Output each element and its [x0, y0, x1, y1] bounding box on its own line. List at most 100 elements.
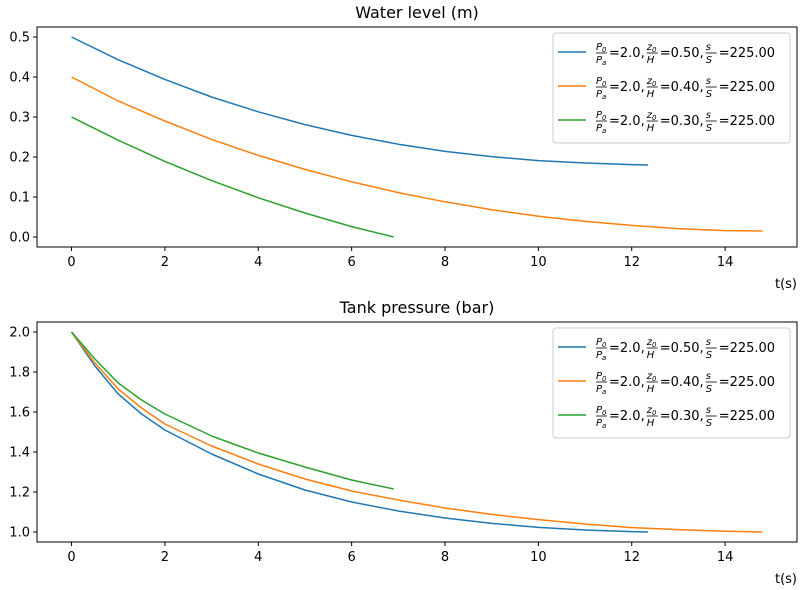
z-ratio-numerator: z0 — [646, 337, 657, 349]
series-line-3 — [71, 116, 394, 238]
z-ratio-fraction: z0H — [646, 337, 658, 361]
z-ratio-denominator: H — [647, 55, 655, 66]
subplot-tank-pressure: Tank pressure (bar) 0 2 4 6 8 10 12 14 1.0 1.2 1.4 1… — [9, 298, 798, 587]
s-ratio-fraction: sS — [705, 76, 717, 100]
p-ratio-numerator: P0 — [596, 405, 607, 417]
y-tick-label: 1.4 — [9, 446, 30, 461]
y-tick-label: 1.8 — [9, 366, 30, 381]
p-ratio-numerator: P0 — [596, 110, 607, 122]
z-ratio-fraction: z0H — [646, 42, 658, 66]
series-line-2 — [70, 331, 763, 533]
z-ratio-denominator: H — [647, 350, 655, 361]
x-tick-label: 2 — [161, 550, 169, 565]
x-tick-label: 14 — [717, 550, 734, 565]
p-ratio-numerator: P0 — [596, 371, 607, 383]
s-ratio-fraction: sS — [705, 42, 717, 66]
x-axis-label: t(s) — [775, 277, 797, 292]
z-ratio-fraction: z0H — [646, 76, 658, 100]
axes-frame — [36, 321, 798, 543]
s-ratio-numerator: s — [706, 371, 711, 382]
p-ratio-denominator: Pa — [596, 89, 606, 101]
z-ratio-numerator: z0 — [646, 42, 657, 54]
s-ratio-fraction: sS — [705, 337, 717, 361]
p-ratio-denominator: Pa — [596, 350, 606, 362]
z-ratio-value: =0.50, — [660, 46, 704, 61]
s-ratio-denominator: S — [706, 89, 713, 100]
p-ratio-numerator: P0 — [596, 76, 607, 88]
s-ratio-fraction: sS — [705, 110, 717, 134]
y-tick-label: 1.2 — [9, 486, 30, 501]
s-ratio-denominator: S — [706, 55, 713, 66]
y-tick-label: 0.0 — [9, 231, 30, 246]
p-ratio-value: =2.0, — [609, 409, 645, 424]
chart-title: Tank pressure (bar) — [339, 298, 495, 317]
y-tick-label: 1.0 — [9, 526, 30, 541]
x-tick-label: 8 — [441, 255, 449, 270]
x-tick-label: 12 — [623, 550, 640, 565]
z-ratio-denominator: H — [647, 123, 655, 134]
x-tick-label: 2 — [161, 255, 169, 270]
z-ratio-value: =0.30, — [660, 409, 704, 424]
x-tick-label: 10 — [530, 550, 547, 565]
p-ratio-denominator: Pa — [596, 123, 606, 135]
p-ratio-denominator: Pa — [596, 55, 606, 67]
legend-box — [552, 32, 791, 144]
z-ratio-denominator: H — [647, 89, 655, 100]
p-ratio-value: =2.0, — [609, 46, 645, 61]
z-ratio-numerator: z0 — [646, 110, 657, 122]
s-ratio-value: =225.00 — [719, 375, 775, 390]
y-tick-label: 0.2 — [9, 151, 30, 166]
z-ratio-fraction: z0H — [646, 405, 658, 429]
s-ratio-denominator: S — [706, 418, 713, 429]
s-ratio-numerator: s — [706, 337, 711, 348]
x-tick-label: 8 — [441, 550, 449, 565]
y-tick-label: 0.4 — [9, 71, 30, 86]
axes-frame — [36, 26, 798, 248]
z-ratio-fraction: z0H — [646, 371, 658, 395]
series-line-3 — [70, 331, 394, 490]
series-line-1 — [71, 36, 649, 166]
s-ratio-denominator: S — [706, 123, 713, 134]
x-tick-label: 12 — [623, 255, 640, 270]
z-ratio-value: =0.40, — [660, 375, 704, 390]
p-ratio-denominator: Pa — [596, 418, 606, 430]
y-tick-label: 0.3 — [9, 111, 30, 126]
z-ratio-fraction: z0H — [646, 110, 658, 134]
x-tick-label: 14 — [717, 255, 734, 270]
s-ratio-value: =225.00 — [719, 46, 775, 61]
s-ratio-value: =225.00 — [719, 409, 775, 424]
s-ratio-fraction: sS — [705, 405, 717, 429]
p-ratio-numerator: P0 — [596, 337, 607, 349]
p-ratio-denominator: Pa — [596, 384, 606, 396]
p-ratio-value: =2.0, — [609, 341, 645, 356]
s-ratio-numerator: s — [706, 42, 711, 53]
x-tick-label: 6 — [348, 550, 356, 565]
x-tick-label: 0 — [67, 255, 75, 270]
z-ratio-numerator: z0 — [646, 371, 657, 383]
p-ratio-value: =2.0, — [609, 114, 645, 129]
z-ratio-value: =0.50, — [660, 341, 704, 356]
p-ratio-value: =2.0, — [609, 375, 645, 390]
z-ratio-value: =0.30, — [660, 114, 704, 129]
s-ratio-value: =225.00 — [719, 341, 775, 356]
x-axis-label: t(s) — [775, 572, 797, 587]
y-tick-label: 2.0 — [9, 326, 30, 341]
s-ratio-denominator: S — [706, 350, 713, 361]
chart-title: Water level (m) — [355, 3, 479, 22]
x-tick-label: 4 — [254, 550, 262, 565]
x-tick-label: 4 — [254, 255, 262, 270]
s-ratio-numerator: s — [706, 76, 711, 87]
series-line-2 — [71, 76, 763, 232]
p-ratio-value: =2.0, — [609, 80, 645, 95]
